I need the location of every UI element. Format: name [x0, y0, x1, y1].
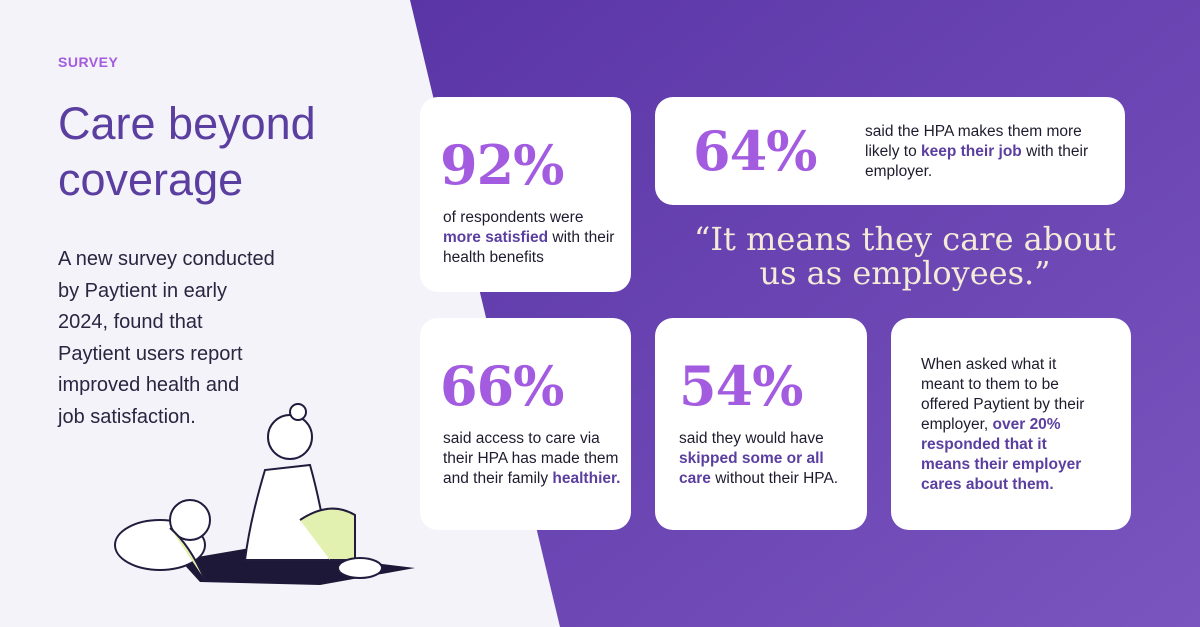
stat-card: 92% of respondents were more satisfied w… — [420, 97, 631, 292]
quote-line: us as employees.” — [759, 254, 1051, 292]
stat: 64% — [693, 119, 817, 183]
title-line: Care beyond — [58, 98, 316, 149]
intro-line: A new survey conducted — [58, 248, 275, 270]
stat-card: 54% said they would have skipped some or… — [655, 318, 867, 530]
intro-line: by Paytient in early — [58, 279, 227, 302]
text: said the HPA makes them more likely to — [865, 123, 1082, 160]
intro-line: Paytient users report — [58, 342, 243, 365]
text: of respondents were — [443, 209, 584, 226]
title-line: coverage — [58, 154, 244, 205]
stat-text: said they would have skipped some or all… — [679, 429, 844, 489]
stat-text: of respondents were more satisfied with … — [443, 208, 618, 268]
highlight: skipped some or all care — [679, 450, 824, 487]
stat-card: 64% said the HPA makes them more likely … — [655, 97, 1125, 205]
intro-line: job satisfaction. — [58, 405, 196, 428]
text: with their employer. — [865, 143, 1089, 180]
text: When asked what it meant to them to be o… — [921, 356, 1085, 433]
stat-text: said the HPA makes them more likely to k… — [865, 122, 1100, 182]
stat-text: When asked what it meant to them to be o… — [921, 355, 1086, 495]
text: with their health benefits — [443, 229, 615, 266]
intro: A new survey conducted by Paytient in ea… — [58, 244, 275, 433]
title: Care beyond coverage — [58, 96, 316, 208]
intro-line: improved health and — [58, 374, 240, 396]
highlight: healthier. — [552, 470, 621, 487]
stat: 66% — [440, 354, 564, 418]
stat-card: 66% said access to care via their HPA ha… — [420, 318, 631, 530]
stat: 54% — [679, 354, 803, 418]
text: said access to care via their HPA has ma… — [443, 430, 619, 487]
stat: 92% — [440, 133, 564, 197]
quote-line: “It means they care about — [694, 220, 1116, 258]
quote: “It means they care about us as employee… — [655, 222, 1155, 290]
stat-text: said access to care via their HPA has ma… — [443, 429, 621, 489]
highlight: keep their job — [921, 143, 1022, 160]
illustration — [114, 403, 415, 585]
highlight: over 20% responded that it means their e… — [921, 416, 1082, 493]
text: said they would have — [679, 430, 824, 447]
highlight: more satisfied — [443, 229, 549, 246]
eyebrow: SURVEY — [58, 54, 119, 70]
stat-card: When asked what it meant to them to be o… — [891, 318, 1131, 530]
intro-line: 2024, found that — [58, 311, 203, 333]
text: without their HPA. — [710, 470, 839, 487]
